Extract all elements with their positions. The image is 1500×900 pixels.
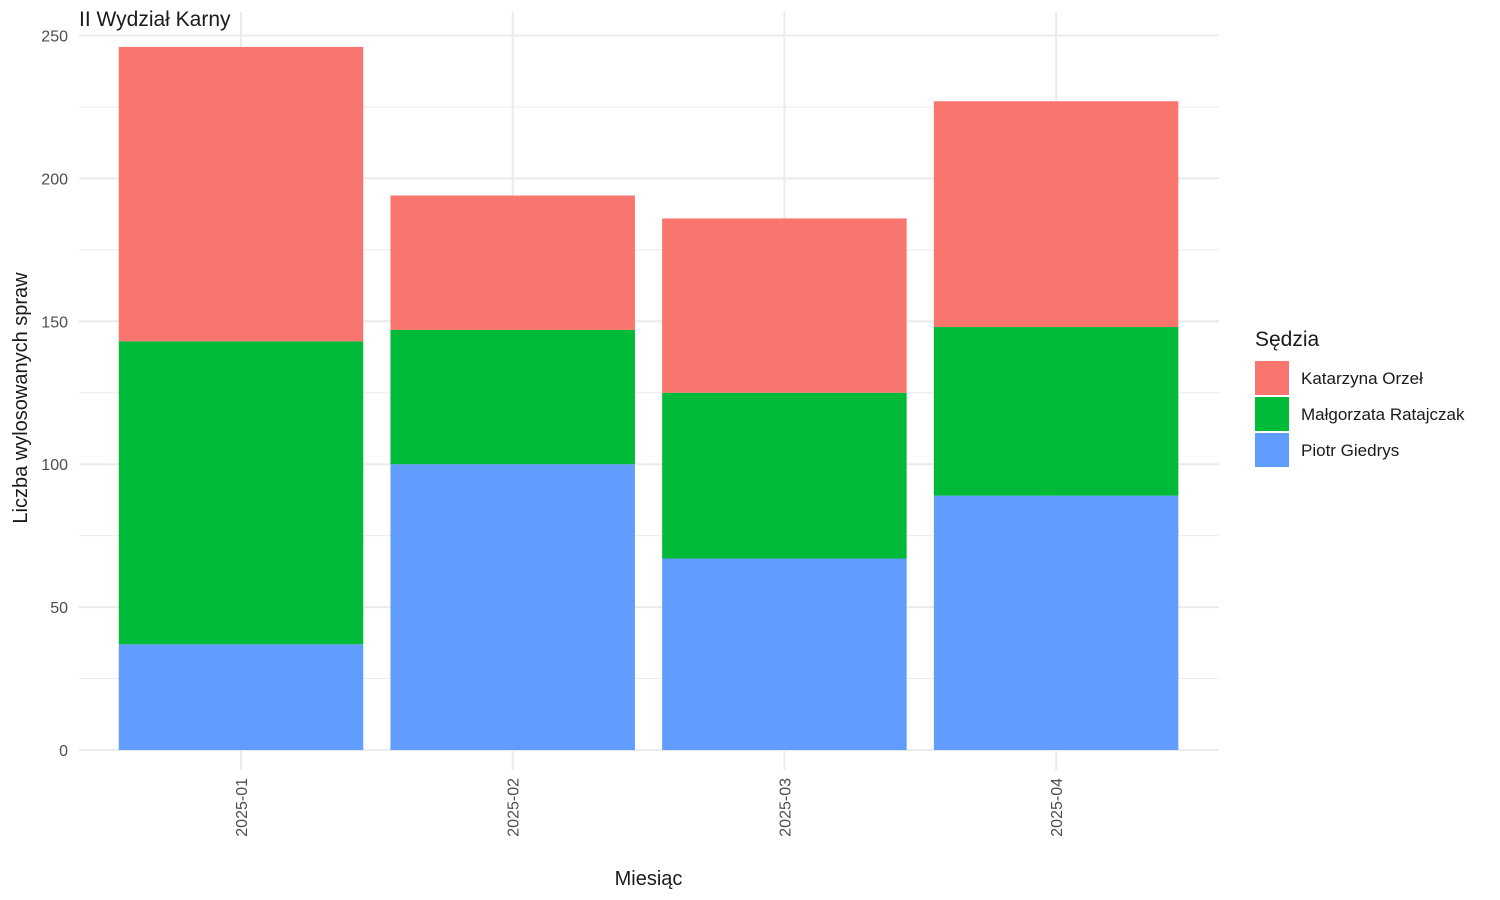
y-tick-label: 150 [41,314,68,331]
x-tick-label: 2025-03 [777,778,794,837]
bar-segment [390,329,635,465]
y-tick-label: 0 [59,743,68,760]
bar-segment [390,195,635,330]
legend: Sędzia Katarzyna Orzeł Małgorzata Ratajcz… [1255,328,1465,467]
x-tick-label: 2025-02 [506,778,523,837]
bar-segment [662,218,907,393]
bar-segment [933,327,1179,496]
bar-segment [118,644,364,750]
tick-labels: 0 50 100 150 200 250 2025-01 2025-02 2025-03 2025… [41,29,1066,837]
y-tick-label: 100 [41,457,68,474]
bar-segment [662,558,907,750]
x-axis-title: Miesiąc [615,868,683,890]
bars [118,46,1179,750]
bar-segment [933,101,1179,328]
y-tick-label: 200 [41,171,68,188]
legend-label: Małgorzata Ratajczak [1301,405,1465,424]
y-tick-label: 250 [41,29,68,46]
y-axis-title: Liczba wylosowanych spraw [10,272,32,524]
bar-segment [933,495,1179,750]
chart-title: II Wydział Karny [79,8,231,31]
bar-segment [118,341,364,645]
y-tick-label: 50 [50,600,68,617]
bar-segment [662,392,907,559]
legend-title: Sędzia [1255,328,1320,351]
legend-label: Piotr Giedrys [1301,441,1399,460]
legend-label: Katarzyna Orzeł [1301,369,1423,388]
bar-segment [390,464,635,750]
x-tick-label: 2025-01 [234,778,251,837]
legend-key [1255,433,1289,467]
legend-key [1255,361,1289,395]
x-tick-label: 2025-04 [1049,778,1066,837]
legend-key [1255,397,1289,431]
bar-segment [118,46,364,342]
